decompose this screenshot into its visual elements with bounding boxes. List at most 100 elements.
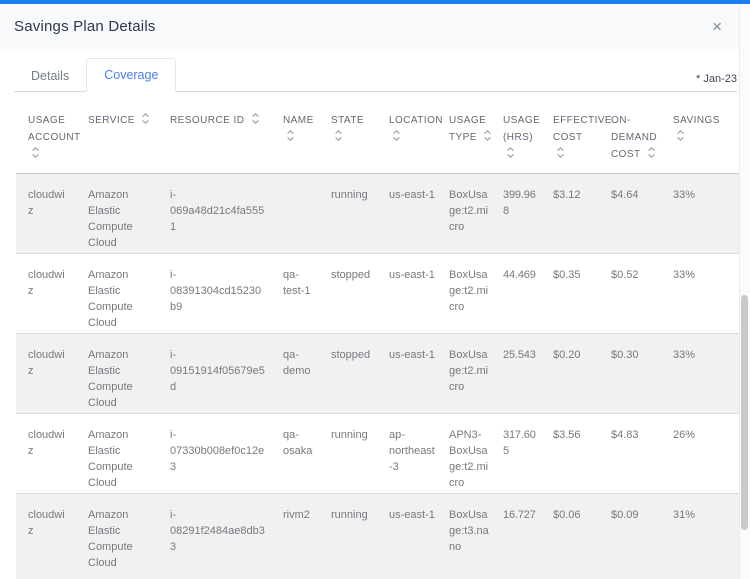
table-cell: cloudwiz — [28, 429, 65, 457]
table-cell: cloudwiz — [28, 349, 65, 377]
table-row: cloudwiz Amazon Elastic Compute Cloud i-07… — [16, 413, 739, 494]
column-header-label: EFFECTIVE COST — [553, 115, 613, 143]
column-header-label: USAGE ACCOUNT — [28, 115, 81, 143]
column-header[interactable]: USAGE ACCOUNT — [16, 96, 80, 174]
column-header[interactable]: SAVINGS — [661, 96, 739, 174]
table-cell: $0.30 — [611, 349, 639, 361]
tab-coverage[interactable]: Coverage — [86, 58, 177, 92]
column-header[interactable]: STATE — [319, 96, 377, 174]
sort-updown-icon[interactable] — [251, 112, 260, 125]
table-cell: 26% — [673, 429, 696, 441]
tab-details[interactable]: Details — [14, 60, 86, 92]
table-cell: $3.12 — [553, 189, 581, 201]
column-header-label: RESOURCE ID — [170, 115, 248, 126]
table-cell: running — [331, 189, 368, 201]
table-cell: us-east-1 — [389, 349, 435, 361]
table-cell: cloudwiz — [28, 189, 65, 217]
table-row: cloudwiz Amazon Elastic Compute Cloud i-08… — [16, 253, 739, 334]
modal-title-bar: Savings Plan Details × — [0, 4, 750, 49]
column-header-label: STATE — [331, 115, 364, 126]
table-cell: BoxUsage:t2.micro — [449, 189, 489, 233]
column-header-label: NAME — [283, 115, 314, 126]
vertical-scrollbar[interactable] — [739, 4, 750, 579]
period-label: * Jan-23 — [696, 73, 737, 85]
table-cell: 16.727 — [503, 509, 536, 521]
table-cell: $4.83 — [611, 429, 639, 441]
sort-updown-icon[interactable] — [286, 129, 295, 142]
table-cell: Amazon Elastic Compute Cloud — [88, 429, 133, 489]
table-body: cloudwiz Amazon Elastic Compute Cloud i-06… — [16, 173, 739, 579]
table-row: cloudwiz Amazon Elastic Compute Cloud i-08… — [16, 493, 739, 579]
table-cell: Amazon Elastic Compute Cloud — [88, 349, 133, 409]
sort-updown-icon[interactable] — [647, 146, 656, 159]
table-cell: 33% — [673, 269, 696, 281]
table-row: cloudwiz Amazon Elastic Compute Cloud i-06… — [16, 173, 739, 254]
table-cell: $0.35 — [553, 269, 581, 281]
table-cell: $0.09 — [611, 509, 639, 521]
sort-updown-icon[interactable] — [31, 146, 40, 159]
column-header[interactable]: EFFECTIVE COST — [541, 96, 612, 174]
table-cell: 31% — [673, 509, 696, 521]
table-cell: $4.64 — [611, 189, 639, 201]
column-header[interactable]: USAGE (HRS) — [497, 96, 541, 174]
sort-updown-icon[interactable] — [392, 129, 401, 142]
table-cell: $0.20 — [553, 349, 581, 361]
column-header-label: ON-DEMAND COST — [611, 115, 658, 160]
table-header-row: USAGE ACCOUNT SERVICE RESOURCE ID NAME S… — [16, 96, 739, 174]
column-header-label: SAVINGS — [673, 115, 720, 126]
column-header-label: SERVICE — [88, 115, 139, 126]
table-cell: $3.56 — [553, 429, 581, 441]
table-cell: us-east-1 — [389, 269, 435, 281]
sort-updown-icon[interactable] — [676, 129, 685, 142]
sort-updown-icon[interactable] — [141, 112, 150, 125]
column-header-label: LOCATION — [389, 115, 443, 126]
column-header[interactable]: LOCATION — [377, 96, 443, 174]
table-cell — [271, 174, 319, 254]
table-cell: i-09151914f05679e5d — [170, 349, 265, 393]
table-cell: Amazon Elastic Compute Cloud — [88, 189, 133, 249]
tab-label: Details — [31, 69, 70, 83]
table-cell: 33% — [673, 349, 696, 361]
table-cell: qa-demo — [283, 349, 311, 377]
table-cell: rivm2 — [283, 509, 310, 521]
table-cell: 25.543 — [503, 349, 536, 361]
column-header-label: USAGE (HRS) — [503, 115, 541, 143]
column-header[interactable]: ON-DEMAND COST — [599, 96, 661, 174]
column-header[interactable]: NAME — [271, 96, 319, 174]
table-cell: i-08291f2484ae8db33 — [170, 509, 265, 553]
table-cell: cloudwiz — [28, 509, 65, 537]
scrollbar-thumb[interactable] — [741, 295, 748, 530]
column-header-label: USAGE TYPE — [449, 115, 487, 143]
sort-updown-icon[interactable] — [483, 129, 492, 142]
table-cell: 399.968 — [503, 189, 536, 217]
column-header[interactable]: USAGE TYPE — [437, 96, 497, 174]
table-cell: stopped — [331, 269, 371, 281]
table-cell: i-069a48d21c4fa5551 — [170, 189, 265, 233]
coverage-table: USAGE ACCOUNT SERVICE RESOURCE ID NAME S… — [16, 96, 739, 579]
table-cell: BoxUsage:t2.micro — [449, 269, 489, 313]
sort-updown-icon[interactable] — [334, 129, 343, 142]
table-cell: us-east-1 — [389, 509, 435, 521]
column-header[interactable]: SERVICE — [76, 96, 158, 174]
table-cell: APN3-BoxUsage:t2.micro — [449, 429, 489, 489]
table-cell: qa-osaka — [283, 429, 313, 457]
column-header[interactable]: RESOURCE ID — [158, 96, 271, 174]
table-cell: 33% — [673, 189, 696, 201]
sort-updown-icon[interactable] — [506, 146, 515, 159]
table-cell: BoxUsage:t3.nano — [449, 509, 489, 553]
table-cell: qa-test-1 — [283, 269, 311, 297]
sort-updown-icon[interactable] — [556, 146, 565, 159]
table-cell: cloudwiz — [28, 269, 65, 297]
table-cell: ap-northeast-3 — [389, 429, 435, 473]
accent-top-bar — [0, 0, 750, 4]
table-cell: i-07330b008ef0c12e3 — [170, 429, 265, 473]
close-icon[interactable]: × — [706, 16, 728, 37]
tab-bar: Details Coverage * Jan-23 — [14, 56, 737, 92]
table-cell: stopped — [331, 349, 371, 361]
table-cell: $0.52 — [611, 269, 639, 281]
modal-title: Savings Plan Details — [14, 18, 156, 35]
tab-label: Coverage — [104, 68, 159, 82]
table-cell: i-08391304cd15230b9 — [170, 269, 262, 313]
table-cell: running — [331, 509, 368, 521]
